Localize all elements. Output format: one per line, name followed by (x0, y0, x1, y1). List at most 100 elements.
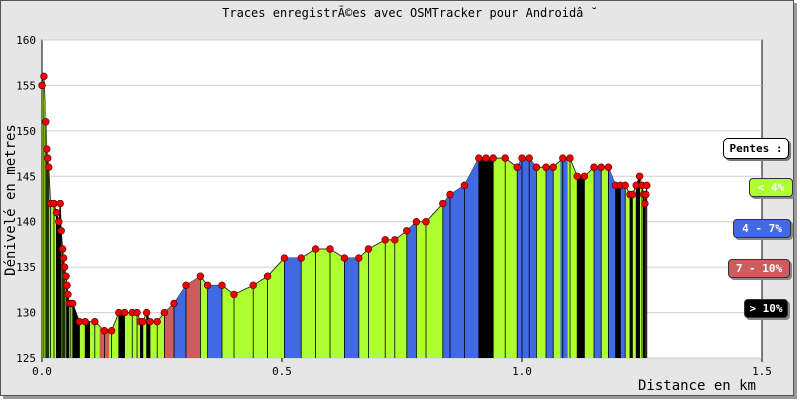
data-point (40, 72, 48, 81)
x-tick-label: 0.0 (32, 365, 52, 378)
data-point (326, 245, 334, 253)
data-point (340, 254, 349, 262)
y-axis-ticks: 125 130 135 140 145 150 155 160 (16, 34, 36, 365)
slope-band (560, 158, 568, 358)
legend-item-gt10: > 10% (744, 299, 788, 318)
data-point (446, 190, 454, 199)
x-axis-ticks: 0.0 0.5 1.0 1.5 (32, 365, 772, 378)
slope-band (140, 321, 143, 358)
data-point (55, 218, 63, 226)
slope-band (207, 285, 222, 358)
data-point (38, 81, 46, 90)
slope-band (630, 194, 633, 358)
data-point (422, 218, 430, 226)
x-axis-label: Distance en km (638, 378, 756, 394)
data-point (566, 154, 574, 162)
data-point (364, 245, 373, 253)
data-point (120, 308, 129, 317)
legend-title: Pentes : (723, 138, 789, 159)
slope-band (620, 185, 626, 358)
data-point (60, 263, 69, 271)
data-point (196, 272, 205, 280)
y-tick-label: 160 (16, 34, 36, 47)
y-tick-label: 130 (16, 307, 36, 320)
slope-band (164, 303, 174, 358)
slope-band (406, 221, 417, 358)
chart-title: Traces enregistrÃ©es avec OSMTracker pou… (222, 5, 598, 20)
data-point (559, 154, 567, 162)
data-point (597, 163, 605, 171)
slope-band (577, 176, 585, 358)
slope-band (85, 321, 90, 358)
y-tick-label: 150 (16, 125, 36, 138)
data-points (38, 72, 651, 335)
data-point (280, 254, 289, 262)
slope-band (186, 276, 201, 358)
x-tick-label: 1.0 (512, 365, 532, 378)
y-tick-label: 135 (16, 261, 36, 274)
data-point (42, 118, 50, 126)
data-point (475, 154, 483, 162)
data-point (230, 290, 238, 299)
data-point (628, 190, 637, 199)
data-point (513, 163, 521, 171)
data-point (139, 317, 147, 326)
legend-item-7-10: 7 - 10% (728, 259, 790, 278)
data-point (81, 317, 89, 326)
slope-band (546, 167, 554, 358)
data-point (45, 163, 53, 171)
data-point (170, 299, 178, 308)
legend-item-lt4: < 4% (749, 178, 793, 197)
data-point (44, 154, 52, 162)
data-point (160, 308, 169, 317)
legend-item-4-7: 4 - 7% (733, 219, 791, 238)
data-point (580, 172, 589, 180)
data-point (590, 163, 598, 171)
slope-band (517, 158, 537, 358)
y-tick-label: 155 (16, 79, 36, 92)
data-point (355, 254, 363, 262)
data-point (100, 327, 109, 335)
data-point (69, 299, 77, 308)
data-point (43, 145, 51, 153)
data-point (542, 163, 550, 171)
data-point (412, 218, 421, 226)
data-point (203, 281, 212, 290)
data-point (57, 227, 65, 235)
data-point (641, 199, 649, 208)
data-point (642, 190, 650, 199)
slope-band (442, 158, 479, 358)
y-tick-label: 125 (16, 352, 36, 365)
data-point (263, 272, 272, 280)
slope-band (615, 185, 621, 358)
data-point (63, 281, 71, 290)
data-point (532, 163, 541, 171)
data-point (64, 290, 72, 299)
point-drop-lines (41, 76, 648, 358)
data-point (381, 236, 389, 244)
data-point (403, 227, 411, 235)
data-point (182, 281, 190, 290)
data-point (604, 163, 613, 171)
data-point (58, 245, 67, 253)
data-point (518, 154, 526, 162)
data-point (460, 181, 469, 190)
data-point (153, 317, 161, 326)
slope-bands (42, 76, 645, 358)
data-point (142, 308, 151, 317)
data-point (218, 281, 226, 290)
data-point (525, 154, 533, 162)
data-point (489, 154, 497, 162)
data-point (133, 308, 141, 317)
data-point (482, 154, 490, 162)
elevation-line (41, 76, 648, 332)
data-point (635, 172, 644, 180)
data-point (643, 181, 651, 190)
slope-band (284, 258, 302, 358)
data-point (311, 245, 320, 253)
data-point (573, 172, 581, 180)
slope-band (118, 312, 125, 358)
data-point (621, 181, 629, 190)
slope-band (636, 176, 640, 358)
